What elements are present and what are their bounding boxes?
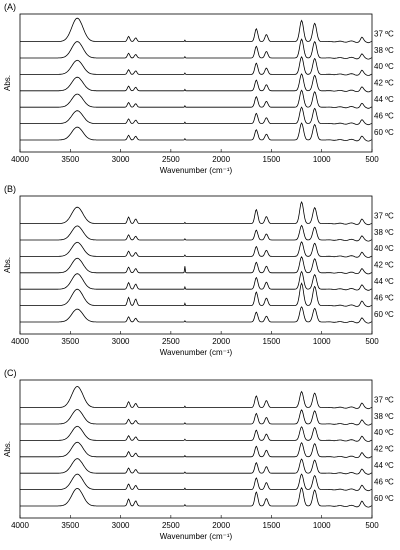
x-tick-label: 4000: [11, 521, 29, 530]
series-label: 40 ºC: [374, 62, 394, 71]
series-label: 38 ºC: [374, 412, 394, 421]
x-tick-label: 2500: [162, 521, 180, 530]
spectrum-line: [20, 282, 372, 308]
spectrum-line: [20, 255, 372, 275]
panel-label: (A): [4, 2, 16, 12]
plot-frame: [19, 13, 373, 153]
series-label: 37 ºC: [374, 211, 394, 220]
spectrum-line: [20, 486, 372, 508]
spectrum-line: [20, 458, 372, 475]
y-axis-label: Abs.: [3, 257, 12, 273]
x-tick-label: 3000: [112, 155, 130, 164]
x-axis-label: Wavenumber (cm⁻¹): [160, 166, 233, 175]
spectrum-line: [20, 386, 372, 410]
x-tick-label: 2000: [212, 521, 230, 530]
series-label: 40 ºC: [374, 244, 394, 253]
x-tick-label: 3000: [112, 521, 130, 530]
spectrum-line: [20, 473, 372, 492]
x-tick-label: 1500: [263, 155, 281, 164]
x-axis-label: Wavenumber (cm⁻¹): [160, 532, 233, 541]
x-tick-label: 1000: [313, 337, 331, 346]
spectrum-line: [20, 122, 372, 142]
spectrum-line: [20, 425, 372, 442]
spectrum-line: [20, 409, 372, 426]
series-label: 37 ºC: [374, 29, 394, 38]
x-tick-label: 500: [365, 521, 379, 530]
x-tick-label: 2000: [212, 337, 230, 346]
spectrum-line: [20, 201, 372, 226]
series-label: 46 ºC: [374, 111, 394, 120]
spectrum-line: [20, 38, 372, 60]
series-label: 60 ºC: [374, 310, 394, 319]
spectrum-line: [20, 224, 372, 242]
series-label: 60 ºC: [374, 128, 394, 137]
panel-label: (C): [4, 368, 17, 378]
spectrum-line: [20, 89, 372, 109]
x-tick-label: 1000: [313, 155, 331, 164]
series-label: 42 ºC: [374, 261, 394, 270]
spectrum-line: [20, 441, 372, 459]
chart-panel: (C) Abs. 4000 3500 3000 2500 2000 1500 1000 500 Wa…: [3, 368, 394, 541]
x-tick-label: 1500: [263, 337, 281, 346]
spectrum-line: [20, 306, 372, 324]
chart-panel: (B) Abs. 4000 3500 3000 2500 2000 1500 1000 500 Wa…: [3, 184, 394, 357]
spectrum-line: [20, 73, 372, 93]
x-tick-label: 4000: [11, 155, 29, 164]
series-label: 46 ºC: [374, 477, 394, 486]
x-tick-label: 3000: [112, 337, 130, 346]
x-tick-label: 1000: [313, 521, 331, 530]
series-label: 40 ºC: [374, 428, 394, 437]
series-label: 37 ºC: [374, 395, 394, 404]
spectrum-line: [20, 270, 372, 291]
y-axis-label: Abs.: [3, 75, 12, 91]
x-tick-label: 3500: [61, 337, 79, 346]
spectrum-line: [20, 17, 372, 44]
series-label: 38 ºC: [374, 46, 394, 55]
series-label: 44 ºC: [374, 95, 394, 104]
series-label: 42 ºC: [374, 445, 394, 454]
spectrum-line: [20, 106, 372, 126]
chart-panel: (A) Abs. 4000 3500 3000 2500 2000 1500 1000 500 Wa…: [3, 2, 394, 175]
y-axis-label: Abs.: [3, 441, 12, 457]
x-tick-label: 2500: [162, 155, 180, 164]
plot-frame: [19, 379, 373, 519]
series-label: 46 ºC: [374, 293, 394, 302]
series-label: 38 ºC: [374, 228, 394, 237]
x-tick-label: 3500: [61, 521, 79, 530]
series-label: 60 ºC: [374, 494, 394, 503]
x-tick-label: 500: [365, 337, 379, 346]
series-label: 42 ºC: [374, 79, 394, 88]
x-axis-label: Wavenumber (cm⁻¹): [160, 348, 233, 357]
spectrum-line: [20, 55, 372, 76]
plot-frame: [19, 195, 373, 335]
x-tick-label: 2000: [212, 155, 230, 164]
series-label: 44 ºC: [374, 461, 394, 470]
x-tick-label: 4000: [11, 337, 29, 346]
spectrum-line: [20, 241, 372, 258]
x-tick-label: 3500: [61, 155, 79, 164]
series-label: 44 ºC: [374, 277, 394, 286]
x-tick-label: 500: [365, 155, 379, 164]
x-tick-label: 2500: [162, 337, 180, 346]
panel-label: (B): [4, 184, 16, 194]
x-tick-label: 1500: [263, 521, 281, 530]
